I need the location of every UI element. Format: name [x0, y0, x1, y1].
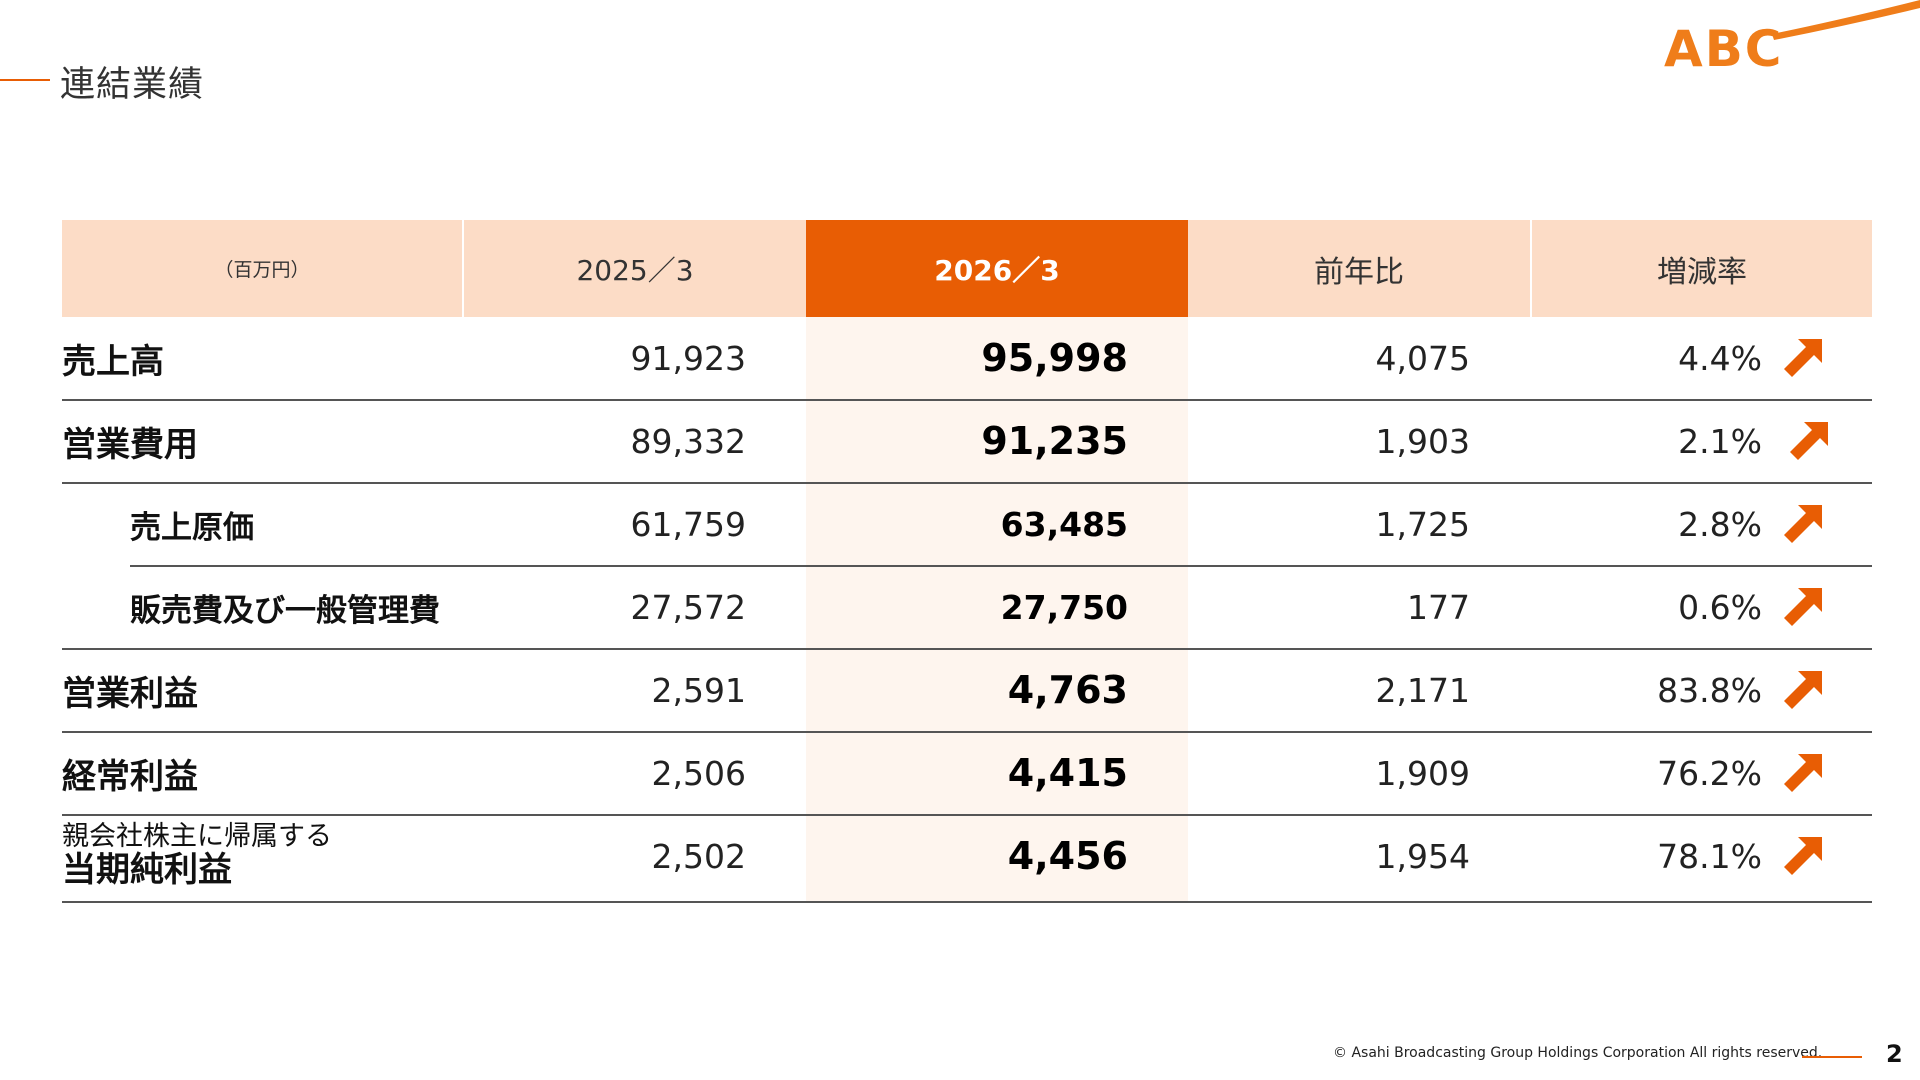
rate-value: 83.8% [1657, 670, 1762, 710]
current-year-highlight [806, 317, 1188, 902]
arrow-up-right-icon [1784, 754, 1822, 792]
current-value: 4,456 [1007, 834, 1128, 878]
page-number: 2 [1886, 1040, 1903, 1068]
prev-value: 2,502 [651, 836, 746, 876]
row-label: 経常利益 [62, 756, 198, 797]
row-label: 営業費用 [62, 424, 198, 465]
table-row: 親会社株主に帰属する 当期純利益 2,502 4,456 1,954 78.1% [62, 815, 1872, 897]
current-value: 95,998 [981, 336, 1128, 380]
column-header-yoy: 前年比 [1314, 254, 1404, 290]
rate-value: 2.8% [1678, 504, 1762, 544]
row-label: 親会社株主に帰属する 当期純利益 [62, 815, 332, 897]
rate-value: 76.2% [1657, 753, 1762, 793]
abc-logo: ABC [1650, 0, 1920, 80]
arrow-up-right-icon [1784, 505, 1822, 543]
arrow-up-right-icon [1784, 671, 1822, 709]
yoy-value: 1,954 [1375, 836, 1470, 876]
prev-value: 2,591 [651, 670, 746, 710]
yoy-value: 1,909 [1375, 753, 1470, 793]
copyright-text: © Asahi Broadcasting Group Holdings Corp… [1333, 1045, 1823, 1061]
column-header-prev-year: 2025／3 [576, 253, 694, 287]
table-header: （百万円） 2025／3 2026／3 前年比 増減率 [62, 220, 1872, 317]
yoy-value: 1,903 [1375, 421, 1470, 461]
yoy-value: 1,725 [1375, 504, 1470, 544]
table-row: 販売費及び一般管理費 27,572 27,750 177 0.6% [62, 566, 1872, 648]
page-title: 連結業績 [60, 65, 205, 105]
logo-swoosh-icon [1772, 0, 1920, 40]
prev-value: 27,572 [630, 587, 746, 627]
row-label: 売上高 [62, 341, 164, 382]
logo-text: ABC [1664, 20, 1784, 78]
arrow-up-right-icon [1784, 588, 1822, 626]
column-header-current-year: 2026／3 [806, 220, 1188, 317]
row-label-line1: 親会社株主に帰属する [62, 821, 332, 853]
rate-value: 0.6% [1678, 587, 1762, 627]
row-label: 販売費及び一般管理費 [130, 592, 440, 629]
yoy-value: 177 [1407, 587, 1470, 627]
arrow-up-right-icon [1784, 837, 1822, 875]
rate-value: 4.4% [1678, 338, 1762, 378]
current-value: 63,485 [1000, 504, 1128, 544]
unit-label: （百万円） [214, 259, 310, 281]
current-value: 4,415 [1007, 751, 1128, 795]
prev-value: 61,759 [630, 504, 746, 544]
arrow-up-right-icon [1784, 339, 1822, 377]
table-row: 経常利益 2,506 4,415 1,909 76.2% [62, 732, 1872, 814]
current-value: 4,763 [1007, 668, 1128, 712]
footer-accent-line [1802, 1056, 1862, 1058]
table-row: 売上原価 61,759 63,485 1,725 2.8% [62, 483, 1872, 565]
table-row: 営業利益 2,591 4,763 2,171 83.8% [62, 649, 1872, 731]
yoy-value: 2,171 [1375, 670, 1470, 710]
prev-value: 2,506 [651, 753, 746, 793]
column-header-rate: 増減率 [1657, 254, 1747, 290]
row-label: 売上原価 [130, 509, 254, 546]
row-label: 営業利益 [62, 673, 198, 714]
consolidated-results-table: （百万円） 2025／3 2026／3 前年比 増減率 売上高 91,923 9… [62, 220, 1872, 903]
table-row: 売上高 91,923 95,998 4,075 4.4% [62, 317, 1872, 399]
prev-value: 91,923 [630, 338, 746, 378]
rate-value: 2.1% [1678, 421, 1762, 461]
arrow-up-right-icon [1790, 422, 1828, 460]
current-value: 91,235 [981, 419, 1128, 463]
yoy-value: 4,075 [1375, 338, 1470, 378]
current-value: 27,750 [1000, 587, 1128, 627]
row-label-line2: 当期純利益 [62, 850, 232, 891]
title-accent-line [0, 79, 50, 81]
table-row: 営業費用 89,332 91,235 1,903 2.1% [62, 400, 1872, 482]
prev-value: 89,332 [630, 421, 746, 461]
rate-value: 78.1% [1657, 836, 1762, 876]
